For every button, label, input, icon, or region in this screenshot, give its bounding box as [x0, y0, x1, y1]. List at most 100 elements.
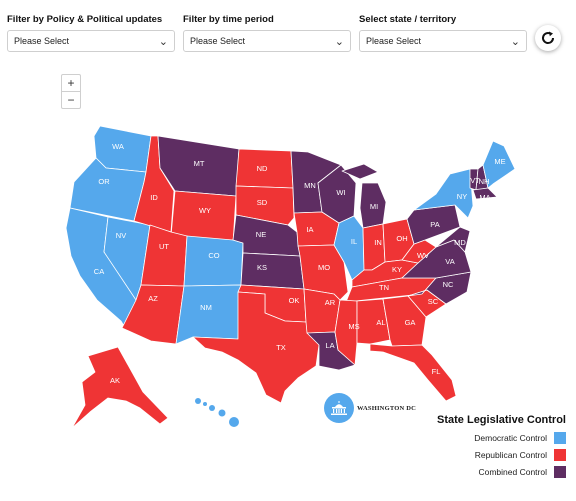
- state-label-ky: KY: [392, 265, 402, 274]
- state-filter-select[interactable]: Please Select ⌄: [359, 30, 527, 52]
- state-ma[interactable]: [472, 187, 498, 200]
- state-wv[interactable]: [401, 239, 437, 264]
- state-md[interactable]: [435, 226, 471, 253]
- chevron-down-icon: ⌄: [158, 35, 168, 48]
- legend-label: Democratic Control: [474, 433, 547, 443]
- state-label-ks: KS: [257, 263, 267, 272]
- state-label-ut: UT: [159, 242, 169, 251]
- state-label-wa: WA: [112, 142, 124, 151]
- state-label-or: OR: [98, 177, 110, 186]
- state-in[interactable]: [362, 223, 386, 271]
- policy-filter: Filter by Policy & Political updates Ple…: [7, 14, 175, 52]
- policy-filter-label: Filter by Policy & Political updates: [7, 14, 163, 25]
- hawaii-island[interactable]: [195, 398, 201, 404]
- state-label-ga: GA: [405, 318, 416, 327]
- state-label-wi: WI: [336, 188, 345, 197]
- state-label-pa: PA: [430, 220, 439, 229]
- state-label-mt: MT: [194, 159, 205, 168]
- state-label-ak: AK: [110, 376, 120, 385]
- state-label-wy: WY: [199, 206, 211, 215]
- state-ak[interactable]: [71, 346, 169, 429]
- legend-label: Combined Control: [478, 467, 547, 477]
- state-label-wv: WV: [417, 251, 429, 260]
- time-period-filter-select[interactable]: Please Select ⌄: [183, 30, 351, 52]
- state-label-mn: MN: [304, 181, 316, 190]
- state-label-mi: MI: [370, 202, 378, 211]
- hawaii-island[interactable]: [203, 402, 207, 406]
- legend: State Legislative Control Democratic Con…: [396, 414, 566, 483]
- time-period-filter-label: Filter by time period: [183, 14, 274, 25]
- policy-filter-value: Please Select: [14, 36, 70, 46]
- hawaii-island[interactable]: [218, 409, 226, 417]
- state-label-sc: SC: [428, 297, 439, 306]
- state-label-nm: NM: [200, 303, 212, 312]
- time-period-filter-value: Please Select: [190, 36, 246, 46]
- state-label-sd: SD: [257, 198, 268, 207]
- zoom-out-button[interactable]: −: [62, 91, 80, 108]
- state-label-ok: OK: [289, 296, 300, 305]
- state-label-ma: MA: [479, 193, 490, 202]
- time-period-filter: Filter by time period Please Select ⌄: [183, 14, 351, 52]
- state-label-fl: FL: [432, 367, 441, 376]
- hawaii-island[interactable]: [229, 417, 239, 427]
- chevron-down-icon: ⌄: [334, 35, 344, 48]
- state-al[interactable]: [356, 298, 391, 345]
- legend-item-democratic: Democratic Control: [396, 432, 566, 444]
- state-fl[interactable]: [369, 343, 457, 402]
- state-label-id: ID: [150, 193, 158, 202]
- state-label-nh: NH: [479, 177, 490, 186]
- hawaii-islands: [195, 398, 239, 427]
- state-label-me: ME: [494, 157, 505, 166]
- state-filter-value: Please Select: [366, 36, 422, 46]
- legend-swatch: [554, 466, 566, 478]
- chevron-down-icon: ⌄: [510, 35, 520, 48]
- state-label-ms: MS: [348, 322, 359, 331]
- state-label-co: CO: [208, 251, 219, 260]
- state-label-nv: NV: [116, 231, 126, 240]
- state-label-ia: IA: [306, 225, 313, 234]
- legend-swatch: [554, 449, 566, 461]
- state-label-vt: VT: [470, 176, 480, 185]
- dc-circle: [324, 393, 354, 423]
- policy-filter-select[interactable]: Please Select ⌄: [7, 30, 175, 52]
- state-label-nc: NC: [443, 280, 454, 289]
- legend-item-combined: Combined Control: [396, 466, 566, 478]
- reset-button[interactable]: [535, 25, 561, 51]
- state-label-la: LA: [325, 341, 334, 350]
- state-label-oh: OH: [396, 234, 407, 243]
- state-nc[interactable]: [407, 271, 472, 305]
- state-co[interactable]: [183, 235, 244, 287]
- refresh-icon: [542, 31, 555, 44]
- state-label-ar: AR: [325, 298, 336, 307]
- state-label-ny: NY: [457, 192, 467, 201]
- state-ar[interactable]: [303, 288, 341, 334]
- capitol-building-icon: [331, 401, 347, 415]
- state-label-md: MD: [454, 238, 466, 247]
- zoom-in-button[interactable]: +: [67, 76, 75, 90]
- state-label-az: AZ: [148, 294, 158, 303]
- zoom-controls: + −: [61, 74, 81, 109]
- hawaii-island[interactable]: [209, 405, 215, 411]
- state-sd[interactable]: [235, 185, 295, 226]
- legend-swatch: [554, 432, 566, 444]
- state-label-ne: NE: [256, 230, 266, 239]
- dc-label: WASHINGTON DC: [357, 404, 417, 412]
- legend-title: State Legislative Control: [437, 414, 566, 426]
- state-label-in: IN: [374, 238, 382, 247]
- state-label-nd: ND: [257, 164, 268, 173]
- state-label-va: VA: [445, 257, 454, 266]
- legend-item-republican: Republican Control: [396, 449, 566, 461]
- state-label-al: AL: [376, 318, 385, 327]
- state-label-ca: CA: [94, 267, 104, 276]
- state-label-il: IL: [351, 237, 357, 246]
- washington-dc-marker[interactable]: WASHINGTON DC: [324, 393, 416, 423]
- state-label-tn: TN: [379, 283, 389, 292]
- legend-label: Republican Control: [474, 450, 547, 460]
- state-label-tx: TX: [276, 343, 286, 352]
- state-tx[interactable]: [192, 291, 320, 404]
- state-filter-label: Select state / territory: [359, 14, 457, 25]
- state-nm[interactable]: [175, 284, 242, 345]
- state-label-mo: MO: [318, 263, 330, 272]
- state-ks[interactable]: [240, 252, 305, 290]
